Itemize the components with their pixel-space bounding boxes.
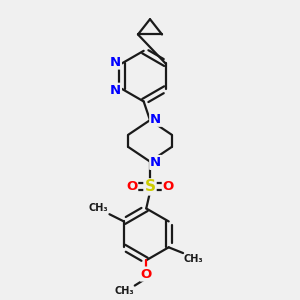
Text: O: O [141, 268, 152, 281]
Text: CH₃: CH₃ [184, 254, 204, 264]
Text: S: S [145, 179, 155, 194]
Text: N: N [150, 113, 161, 126]
Text: N: N [110, 84, 121, 97]
Text: CH₃: CH₃ [89, 203, 108, 213]
Text: CH₃: CH₃ [114, 286, 134, 296]
Text: N: N [110, 56, 121, 68]
Text: O: O [163, 180, 174, 194]
Text: O: O [126, 180, 137, 194]
Text: N: N [150, 156, 161, 169]
